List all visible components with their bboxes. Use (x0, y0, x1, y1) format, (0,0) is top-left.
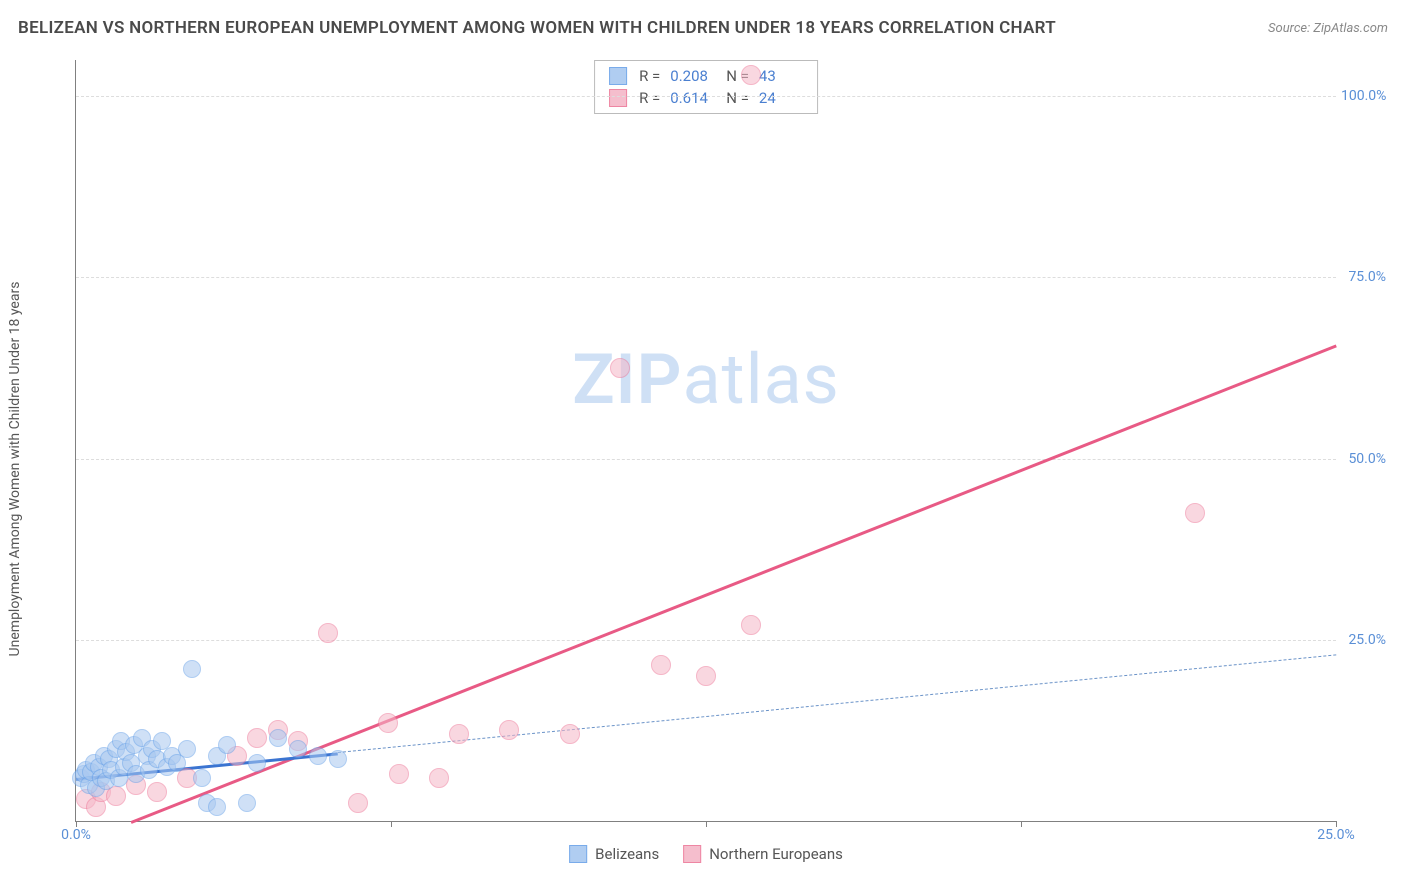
y-tick-label: 50.0% (1341, 451, 1386, 467)
chart-container: Unemployment Among Women with Children U… (20, 50, 1386, 872)
chart-title: BELIZEAN VS NORTHERN EUROPEAN UNEMPLOYME… (18, 18, 1056, 38)
belizean-point (193, 769, 211, 787)
y-tick-label: 25.0% (1341, 632, 1386, 648)
belizean-point (178, 740, 196, 758)
y-tick-label: 100.0% (1341, 88, 1386, 104)
northern-point (318, 623, 338, 643)
bottom-legend: Belizeans Northern Europeans (569, 845, 843, 863)
trend-line (338, 654, 1336, 753)
x-tick-mark (391, 821, 392, 827)
belizean-point (269, 729, 287, 747)
northern-point (378, 713, 398, 733)
gridline (76, 277, 1336, 278)
northern-point (499, 720, 519, 740)
swatch-belizeans-legend (569, 845, 587, 863)
northern-point (348, 793, 368, 813)
legend-label-belizeans: Belizeans (595, 845, 659, 863)
y-tick-label: 75.0% (1341, 269, 1386, 285)
northern-point (696, 666, 716, 686)
northern-point (1185, 503, 1205, 523)
gridline (76, 459, 1336, 460)
swatch-belizeans (609, 67, 627, 85)
northern-point (560, 724, 580, 744)
belizean-point (208, 798, 226, 816)
northern-point (247, 728, 267, 748)
stats-row-belizeans: R = 0.208 N = 43 (595, 65, 817, 87)
y-axis-label: Unemployment Among Women with Children U… (7, 282, 23, 657)
northern-point (429, 768, 449, 788)
northern-point (449, 724, 469, 744)
northern-point (741, 615, 761, 635)
belizean-point (183, 660, 201, 678)
northern-point (651, 655, 671, 675)
belizean-point (289, 740, 307, 758)
legend-item-northern: Northern Europeans (683, 845, 843, 863)
belizean-point (309, 747, 327, 765)
stats-box: R = 0.208 N = 43 R = 0.614 N = 24 (594, 60, 818, 114)
watermark: ZIPatlas (572, 339, 840, 421)
stats-row-northern: R = 0.614 N = 24 (595, 87, 817, 109)
gridline (76, 96, 1336, 97)
belizean-point (248, 754, 266, 772)
plot-area: ZIPatlas R = 0.208 N = 43 R = 0.614 N = … (75, 60, 1336, 822)
northern-point (147, 782, 167, 802)
swatch-northern-legend (683, 845, 701, 863)
belizean-point (218, 736, 236, 754)
x-tick-mark (706, 821, 707, 827)
northern-point (389, 764, 409, 784)
legend-label-northern: Northern Europeans (709, 845, 843, 863)
northern-point (741, 65, 761, 85)
x-tick-label: 0.0% (61, 827, 91, 843)
x-tick-label: 25.0% (1317, 827, 1355, 843)
northern-point (610, 358, 630, 378)
swatch-northern (609, 89, 627, 107)
gridline (76, 640, 1336, 641)
belizean-point (238, 794, 256, 812)
source-label: Source: ZipAtlas.com (1268, 21, 1388, 36)
belizean-point (329, 750, 347, 768)
legend-item-belizeans: Belizeans (569, 845, 659, 863)
x-tick-mark (1021, 821, 1022, 827)
